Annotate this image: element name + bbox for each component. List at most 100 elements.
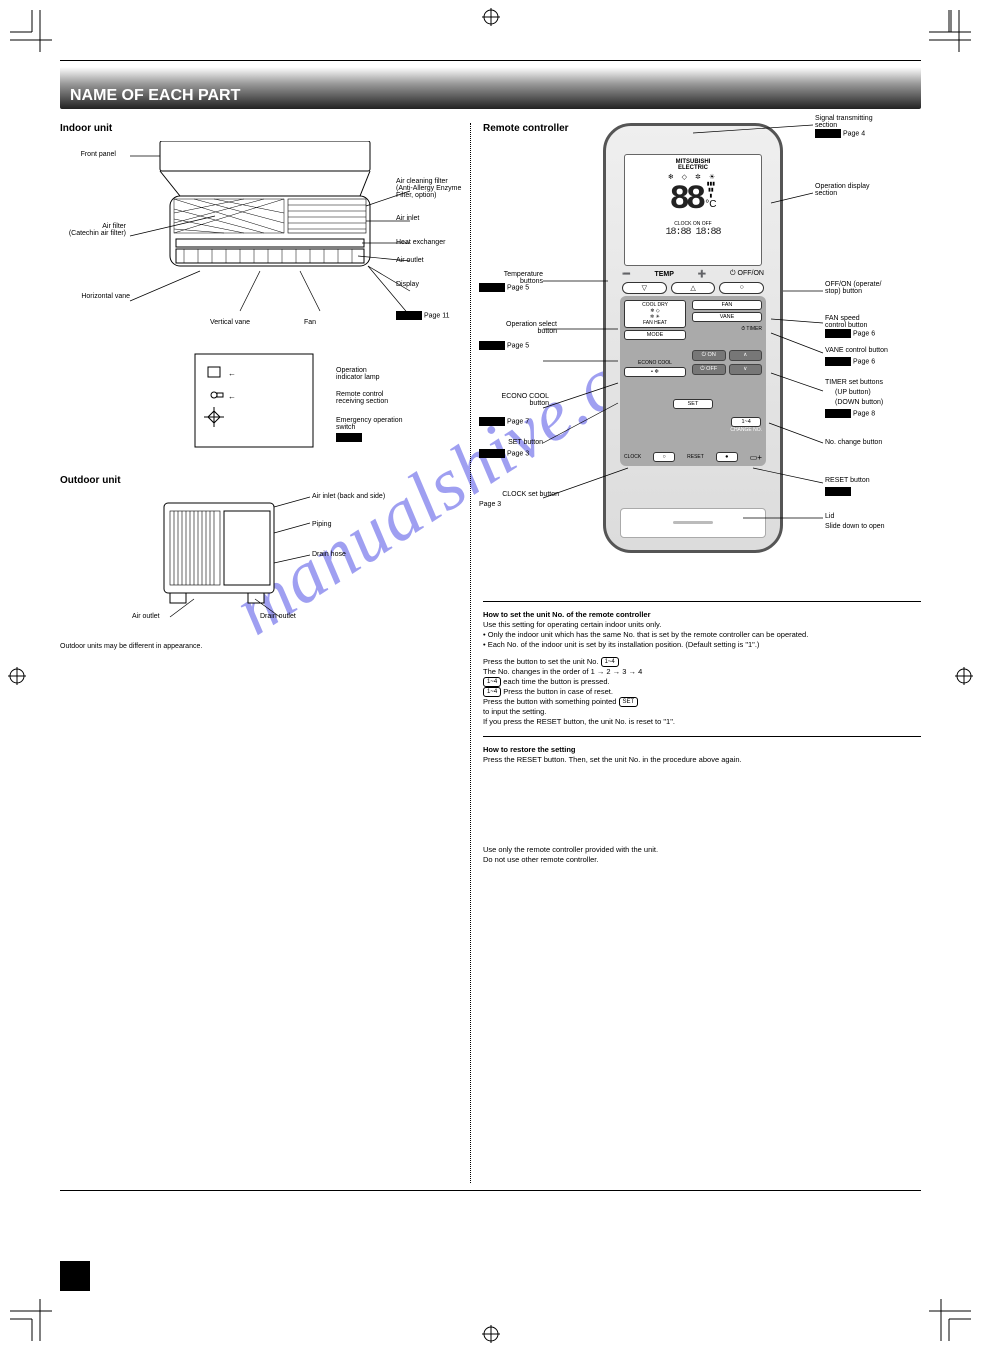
lbl-air-filter: Air filter (Catechin air filter) (56, 223, 126, 237)
outdoor-note: Outdoor units may be different in appear… (60, 643, 202, 650)
note-bottom1: Use only the remote controller provided … (483, 845, 921, 855)
howto-body1: Use this setting for operating certain i… (483, 620, 921, 630)
lbl-remote-mode: Operation select button (479, 321, 557, 335)
remote-mode-cluster: COOL DRY ❄ ◇ ✲ ☀ FAN HEAT MODE (624, 300, 686, 340)
remote-econo-cluster: ECONO COOL • ❄ (624, 360, 686, 377)
lbl-out-piping: Piping (312, 521, 331, 528)
remote-vane-btn: VANE (692, 312, 762, 322)
remote-econo-label: ECONO COOL (624, 360, 686, 366)
lbl-remote-lidnote: Slide down to open (825, 523, 885, 530)
lbl-remote-up: (UP button) (835, 389, 955, 396)
remote-lcd-temp: 88 (669, 183, 702, 217)
lbl-remote-sigtx-page: Page 4 (815, 129, 865, 138)
lbl-remote-temp-page: Page 5 (479, 283, 529, 292)
remote-down-btn: ∨ (729, 364, 763, 375)
bottom-rule (60, 1190, 921, 1191)
indoor-display-inset: ← ← (194, 353, 314, 448)
lbl-out-air-inlet: Air inlet (back and side) (312, 493, 385, 500)
lbl-emergency-pageref (336, 433, 362, 442)
lbl-remote-reset: RESET button (825, 477, 945, 484)
right-text-body: How to set the unit No. of the remote co… (483, 593, 921, 865)
howto-step5: Press the button with something pointed … (483, 697, 921, 707)
lbl-remote-recv: Remote control receiving section (336, 391, 446, 405)
remote-up-btn: ∧ (729, 350, 763, 361)
remote-clock-label: CLOCK (624, 454, 641, 460)
remote-illustration: MITSUBISHI ELECTRIC ❄ ◇ ✲ ☀ 88 ▮▮▮▮▮▮ °C… (603, 123, 783, 553)
remote-lcd-degc: °C (705, 199, 716, 210)
lbl-remote-reset-page (825, 487, 851, 496)
lbl-air-inlet: Air inlet (396, 215, 419, 222)
lbl-remote-vane-page: Page 6 (825, 357, 875, 366)
howto-step3: 1~4 each time the button is pressed. (483, 677, 921, 687)
cropmark-bl (10, 1299, 52, 1341)
remote-reset-label: RESET (687, 454, 704, 460)
lbl-remote-clock-page: Page 3 (479, 501, 501, 508)
lbl-remote-timer-page: Page 8 (825, 409, 875, 418)
remote-fan-heat: FAN HEAT (627, 320, 683, 326)
restore-body: Press the RESET button. Then, set the un… (483, 755, 921, 765)
indoor-heading: Indoor unit (60, 123, 458, 134)
lbl-display: Display (396, 281, 419, 288)
lbl-remote-econo: ECONO COOL button (479, 393, 549, 407)
howto-head: How to set the unit No. of the remote co… (483, 610, 921, 620)
lbl-remote-nochg: No. change button (825, 439, 945, 446)
lbl-display-pageref: Page 11 (396, 311, 450, 320)
right-column: Remote controller MITSUBISHI ELECTRIC ❄ … (483, 123, 921, 1183)
howto-step4: 1~4 Press the button in case of reset. (483, 687, 921, 697)
lbl-remote-fan: FAN speed control button (825, 315, 925, 329)
remote-temp-minus-icon: ➖ (622, 270, 631, 278)
remote-econo-btn: • ❄ (624, 367, 686, 377)
lbl-remote-opdisp: Operation display section (815, 183, 915, 197)
cropmark-br (929, 1299, 971, 1341)
remote-timer-label: ⏱ TIMER (692, 326, 762, 332)
lbl-horiz-vane: Horizontal vane (56, 293, 130, 300)
remote-temp-plus-icon: ➕ (698, 270, 707, 278)
howto-step7: If you press the RESET button, the unit … (483, 717, 921, 727)
page-body: NAME OF EACH PART Indoor unit (60, 60, 921, 1291)
howto-body3: • Each No. of the indoor unit is set by … (483, 640, 921, 650)
note-bottom2: Do not use other remote controller. (483, 855, 921, 865)
howto-step1: Press the button to set the unit No. 1~4 (483, 657, 921, 667)
icon-set: SET (619, 697, 639, 707)
remote-set-btn: SET (673, 399, 713, 409)
lbl-op-indicator: Operation indicator lamp (336, 367, 436, 381)
remote-offon-btn: ○ (719, 282, 764, 294)
registration-bottom-icon (482, 1325, 500, 1343)
remote-lcd-digclock: 18:88 18:88 (625, 227, 761, 238)
lbl-display-pageref-text: Page 11 (424, 312, 450, 319)
lbl-remote-vane: VANE control button (825, 347, 945, 354)
icon-1to4-a: 1~4 (601, 657, 619, 667)
remote-lcd: MITSUBISHI ELECTRIC ❄ ◇ ✲ ☀ 88 ▮▮▮▮▮▮ °C… (624, 154, 762, 266)
remote-changeno-label: CHANGE NO. (730, 427, 762, 433)
lbl-remote-fan-page: Page 6 (825, 329, 875, 338)
lbl-fan: Fan (304, 319, 334, 326)
indoor-unit-illustration (110, 141, 420, 371)
outdoor-heading: Outdoor unit (60, 475, 121, 486)
restore-head: How to restore the setting (483, 745, 921, 755)
remote-lcd-icons: ❄ ◇ ✲ ☀ (625, 173, 761, 181)
lbl-remote-set: SET button (479, 439, 543, 446)
remote-fan-btn: FAN (692, 300, 762, 310)
remote-battery-icon: ▭+ (750, 453, 762, 462)
remote-panel: COOL DRY ❄ ◇ ✲ ☀ FAN HEAT MODE FAN (620, 296, 766, 466)
lbl-remote-offon: OFF/ON (operate/ stop) button (825, 281, 925, 295)
remote-on-btn: ⏻ ON (692, 350, 726, 361)
lbl-remote-econo-page: Page 7 (479, 417, 529, 426)
lbl-remote-mode-page: Page 5 (479, 341, 529, 350)
remote-temp-up-btn: △ (671, 282, 716, 294)
column-divider (470, 123, 471, 1183)
svg-text:←: ← (228, 392, 236, 401)
remote-brand: MITSUBISHI ELECTRIC (625, 159, 761, 171)
remote-reset-btn: ● (716, 452, 738, 462)
lbl-heat-exch: Heat exchanger (396, 239, 445, 246)
lbl-air-cleaning: Air cleaning filter (Anti-Allergy Enzyme… (396, 178, 496, 199)
lbl-remote-lid: Lid (825, 513, 834, 520)
lbl-remote-set-page: Page 3 (479, 449, 529, 458)
registration-right-icon (955, 667, 973, 685)
remote-temp-label: TEMP (654, 271, 673, 278)
icon-1to4-c: 1~4 (483, 687, 501, 697)
titlebar: NAME OF EACH PART (60, 67, 921, 109)
lbl-remote-timer: TIMER set buttons (825, 379, 945, 386)
remote-nochg-btn: 1~4 (731, 417, 761, 427)
lbl-remote-sigtx: Signal transmitting section (815, 115, 935, 129)
